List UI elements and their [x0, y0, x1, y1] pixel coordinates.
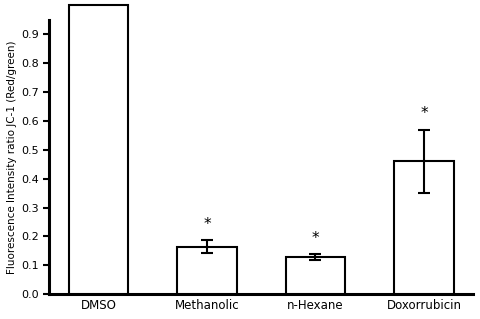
Text: *: * — [203, 217, 211, 232]
Y-axis label: Fluorescence Intensity ratio JC-1 (Red/green): Fluorescence Intensity ratio JC-1 (Red/g… — [7, 40, 17, 274]
Bar — [394, 161, 454, 294]
Bar — [286, 257, 345, 294]
Text: *: * — [312, 231, 319, 246]
Bar — [69, 5, 128, 294]
Bar — [177, 247, 237, 294]
Text: *: * — [420, 106, 428, 121]
